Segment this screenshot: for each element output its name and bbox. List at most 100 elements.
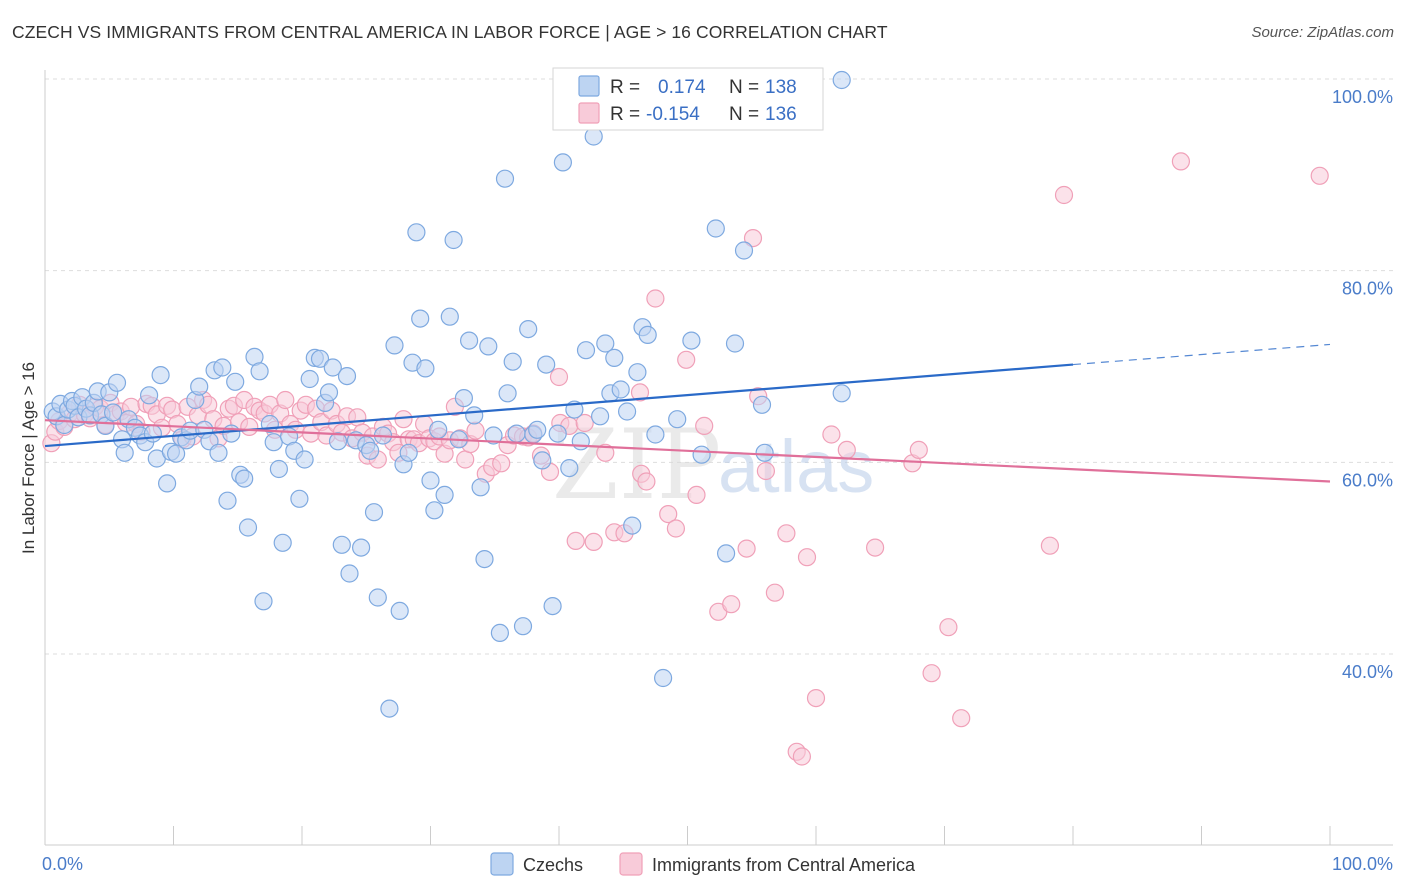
immigrants-point-117 — [756, 461, 776, 481]
czechs-point-39 — [209, 443, 228, 462]
immigrants-point-110 — [687, 485, 706, 504]
czechs-point-134 — [725, 334, 745, 353]
watermark-atlas: atlas — [718, 425, 874, 508]
x-tick-label-max: 100.0% — [1332, 854, 1393, 874]
czechs-point-67 — [340, 564, 359, 583]
czechs-point-100 — [498, 384, 517, 403]
czechs-point-110 — [548, 424, 567, 443]
grid-lines — [45, 78, 1393, 655]
czechs-point-41 — [218, 491, 237, 510]
czechs-point-62 — [319, 383, 339, 402]
czechs-point-40 — [213, 358, 232, 377]
czechs-point-103 — [513, 617, 533, 636]
czechs-point-133 — [716, 544, 736, 563]
series-legend: Czechs Immigrants from Central America — [490, 852, 916, 876]
czechs-point-64 — [328, 432, 348, 451]
czechs-point-17 — [107, 373, 127, 392]
immigrants-point-86 — [492, 454, 511, 473]
czechs-point-137 — [755, 443, 774, 462]
legend-swatch-bottom-czechs — [490, 852, 514, 876]
y-tick-label-0: 100.0% — [1332, 87, 1393, 107]
immigrants-point-129 — [922, 664, 941, 683]
czechs-point-51 — [264, 433, 283, 452]
czechs-point-108 — [537, 355, 556, 374]
czechs-point-48 — [250, 362, 269, 381]
czechs-point-93 — [465, 406, 484, 425]
y-tick-label-2: 60.0% — [1342, 470, 1393, 490]
immigrants-point-115 — [743, 229, 763, 248]
legend-r-value-2: -0.154 — [646, 104, 700, 125]
czechs-point-120 — [605, 348, 624, 367]
axes — [44, 70, 1393, 846]
chart-title: CZECH VS IMMIGRANTS FROM CENTRAL AMERICA… — [12, 22, 888, 42]
czechs-point-138 — [832, 384, 851, 403]
czechs-point-91 — [454, 389, 473, 408]
czechs-point-127 — [646, 425, 665, 444]
immigrants-point-83 — [466, 421, 485, 440]
czechs-point-14 — [96, 416, 115, 435]
czechs-point-89 — [444, 230, 463, 250]
czechs-point-81 — [407, 223, 426, 242]
immigrants-point-111 — [695, 416, 714, 435]
chart-source: Source: ZipAtlas.com — [1251, 24, 1394, 41]
immigrants-point-128 — [909, 440, 928, 459]
y-axis-title: In Labor Force | Age > 16 — [19, 362, 38, 554]
czechs-point-87 — [435, 485, 454, 504]
immigrants-point-108 — [666, 519, 686, 538]
czechs-point-69 — [352, 538, 371, 557]
immigrants-point-132 — [1040, 536, 1060, 555]
y-tick-label-3: 40.0% — [1342, 662, 1393, 682]
czechs-point-101 — [503, 352, 522, 371]
czechs-point-86 — [429, 420, 448, 439]
legend-swatch-czechs — [578, 75, 600, 97]
czechs-point-71 — [361, 441, 380, 460]
czechs-point-73 — [368, 588, 387, 607]
czechs-point-19 — [115, 443, 134, 462]
czechs-point-121 — [611, 380, 630, 399]
legend-r-label-1: R = — [610, 77, 640, 98]
legend-n-value-2: 136 — [765, 104, 797, 125]
y-tick-label-1: 80.0% — [1342, 279, 1393, 299]
immigrants-point-97 — [566, 531, 585, 551]
czechs-point-77 — [390, 601, 409, 621]
czechs-point-131 — [692, 445, 711, 464]
immigrants-point-106 — [646, 289, 665, 308]
immigrants-point-122 — [797, 548, 817, 567]
czechs-point-132 — [706, 219, 725, 238]
czechs-point-128 — [653, 668, 673, 688]
immigrants-point-60 — [348, 408, 367, 427]
y-tick-labels: 100.0% 80.0% 60.0% 40.0% — [1332, 87, 1393, 682]
czechs-point-126 — [638, 325, 657, 344]
trend-lines — [44, 343, 1331, 483]
x-tick-label-min: 0.0% — [42, 854, 83, 874]
immigrants-point-109 — [677, 350, 696, 369]
immigrants-point-121 — [792, 747, 812, 766]
czechs-point-16 — [103, 403, 123, 422]
legend-label-czechs: Czechs — [523, 855, 583, 875]
czechs-point-129 — [668, 410, 687, 429]
czechs-point-52 — [269, 459, 288, 479]
immigrants-point-99 — [584, 532, 603, 552]
czechs-point-107 — [533, 451, 552, 470]
immigrants-point-125 — [837, 440, 856, 459]
czechs-point-83 — [416, 359, 435, 378]
immigrants-point-130 — [939, 618, 958, 637]
czechs-point-94 — [471, 478, 490, 497]
immigrants-point-98 — [575, 413, 594, 433]
czechs-point-35 — [190, 377, 209, 396]
immigrants-point-134 — [1171, 152, 1191, 171]
czechs-point-42 — [222, 424, 241, 443]
legend-swatch-bottom-immigrants — [619, 852, 643, 876]
immigrants-trend-line — [44, 419, 1331, 483]
immigrants-point-81 — [456, 450, 475, 469]
immigrants-point-114 — [737, 539, 756, 558]
czechs-point-53 — [273, 533, 292, 552]
immigrants-point-118 — [765, 583, 785, 602]
czechs-point-28 — [158, 474, 177, 493]
czechs-trend-line — [44, 363, 1074, 448]
czechs-point-115 — [576, 341, 596, 360]
immigrants-point-103 — [630, 383, 650, 402]
czechs-point-66 — [337, 367, 357, 386]
immigrants-point-107 — [659, 504, 678, 524]
